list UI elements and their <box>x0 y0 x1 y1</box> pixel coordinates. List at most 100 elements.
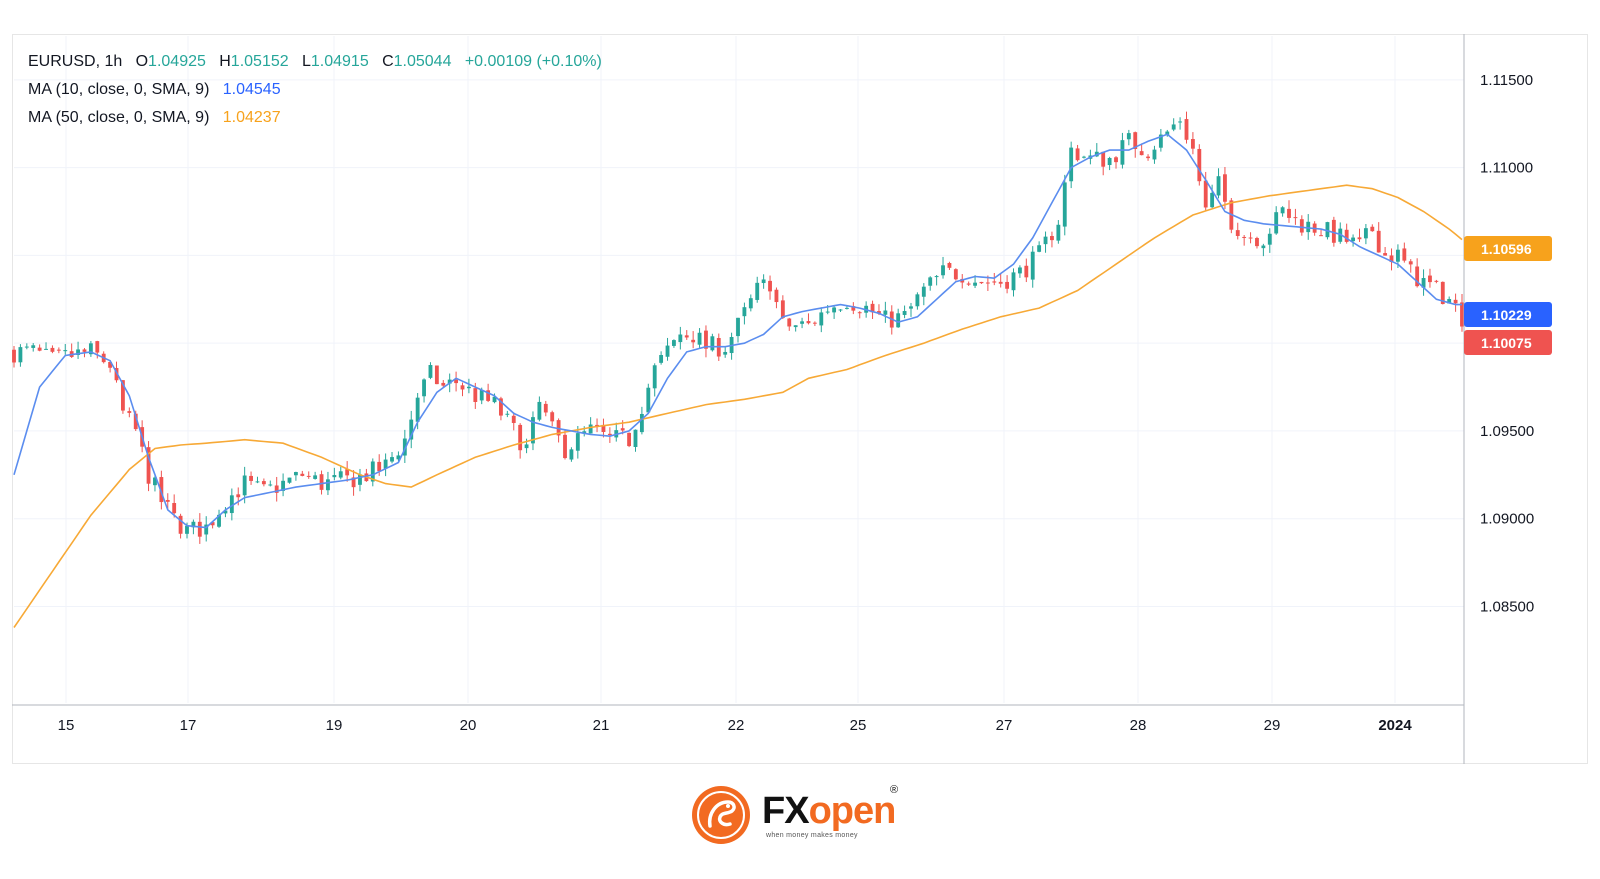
candle-body <box>1389 255 1394 263</box>
time-axis[interactable]: 15 17 19 20 21 22 25 27 28 29 2024 <box>58 717 1413 734</box>
x-tick-label: 19 <box>326 717 343 734</box>
candle-body <box>601 424 606 433</box>
candle-body <box>274 485 279 493</box>
candle-body <box>1396 249 1400 262</box>
candle-body <box>1235 230 1240 236</box>
candle-body <box>691 339 696 343</box>
candle-body <box>1344 229 1349 242</box>
candle-body <box>127 411 132 413</box>
symbol-label[interactable]: EURUSD, 1h <box>28 53 123 70</box>
candle-body <box>1428 275 1432 283</box>
ma50-legend[interactable]: MA (50, close, 0, SMA, 9) 1.04237 <box>28 104 602 132</box>
candle-body <box>479 390 484 401</box>
candle-body <box>1037 245 1042 252</box>
candle-body <box>646 387 651 413</box>
candle-body <box>1146 156 1150 159</box>
candle-body <box>909 306 913 309</box>
candle-body <box>460 385 465 390</box>
candle-body <box>774 289 779 303</box>
ma10-line <box>13 133 1462 529</box>
candle-body <box>1114 157 1118 163</box>
x-tick-label: 29 <box>1264 717 1281 734</box>
candle-body <box>1101 151 1106 167</box>
last-price-badge: 1.10075 <box>1464 330 1552 355</box>
candle-body <box>217 514 221 527</box>
candle-body <box>242 475 247 496</box>
candle-body <box>780 300 785 318</box>
candle-body <box>518 424 523 451</box>
candle-body <box>255 481 260 483</box>
registered-mark: ® <box>890 784 899 796</box>
candle-body <box>537 401 542 420</box>
candle-body <box>300 473 305 476</box>
low-value: 1.04915 <box>310 53 369 70</box>
candle-body <box>550 412 555 422</box>
price-badges: 1.10596 1.10229 1.10075 <box>1464 236 1552 355</box>
candle-body <box>82 349 87 352</box>
candle-body <box>1139 151 1144 156</box>
y-tick-label: 1.09000 <box>1480 511 1534 528</box>
candle-body <box>486 390 491 401</box>
candle-body <box>210 522 215 526</box>
candle-body <box>1017 267 1022 274</box>
open-value: 1.04925 <box>148 53 206 70</box>
candle-body <box>883 310 888 315</box>
candle-body <box>582 431 587 434</box>
candle-body <box>1210 192 1215 208</box>
candle-body <box>153 477 157 486</box>
candle-body <box>1190 139 1195 149</box>
candle-body <box>1005 281 1010 289</box>
candle-body <box>114 367 119 381</box>
candle-body <box>24 346 29 348</box>
candle-body <box>511 415 516 423</box>
candle-body <box>313 475 318 479</box>
candle-body <box>1050 236 1054 241</box>
candle-body <box>229 495 234 514</box>
candle-body <box>870 303 875 313</box>
candle-body <box>819 312 824 326</box>
candle-body <box>44 348 48 350</box>
fxopen-logo: FXopen ® when money makes money <box>690 784 930 844</box>
candle-body <box>710 336 715 351</box>
ma50-line <box>13 184 1463 628</box>
candle-body <box>569 449 574 460</box>
candle-body <box>620 428 625 431</box>
candle-body <box>563 434 567 459</box>
candle-body <box>902 311 907 315</box>
candle-body <box>1152 149 1157 160</box>
candle-body <box>185 525 189 534</box>
candle-body <box>832 307 837 313</box>
ma50-label: MA (50, close, 0, SMA, 9) <box>28 109 210 126</box>
candle-body <box>851 306 856 311</box>
candle-body <box>697 332 702 345</box>
candle-body <box>1069 147 1074 182</box>
x-tick-label: 20 <box>460 717 477 734</box>
ohlc-legend: EURUSD, 1h O1.04925 H1.05152 L1.04915 C1… <box>28 48 602 76</box>
candle-body <box>319 474 324 490</box>
last-price-badge-text: 1.10075 <box>1481 335 1532 351</box>
candle-body <box>1178 121 1183 123</box>
candle-body <box>979 281 984 284</box>
high-label: H <box>219 53 231 70</box>
candle-body <box>1287 208 1291 218</box>
y-tick-label: 1.11000 <box>1480 160 1533 177</box>
candle-body <box>1248 237 1253 239</box>
change-value: +0.00109 (+0.10%) <box>464 53 602 70</box>
open-label: O <box>135 53 149 70</box>
close-label: C <box>382 53 394 70</box>
candle-body <box>12 349 16 363</box>
candle-body <box>31 345 36 348</box>
candle-body <box>1453 299 1458 304</box>
candle-body <box>877 311 881 314</box>
candle-body <box>742 307 747 317</box>
ma10-legend[interactable]: MA (10, close, 0, SMA, 9) 1.04545 <box>28 76 602 104</box>
candle-body <box>1440 281 1445 305</box>
x-tick-label: 17 <box>180 717 197 734</box>
candle-body <box>492 396 497 403</box>
candle-body <box>524 444 529 449</box>
candle-body <box>1082 156 1086 158</box>
candle-body <box>473 388 478 402</box>
candle-body <box>108 361 113 368</box>
candle-body <box>306 475 311 477</box>
